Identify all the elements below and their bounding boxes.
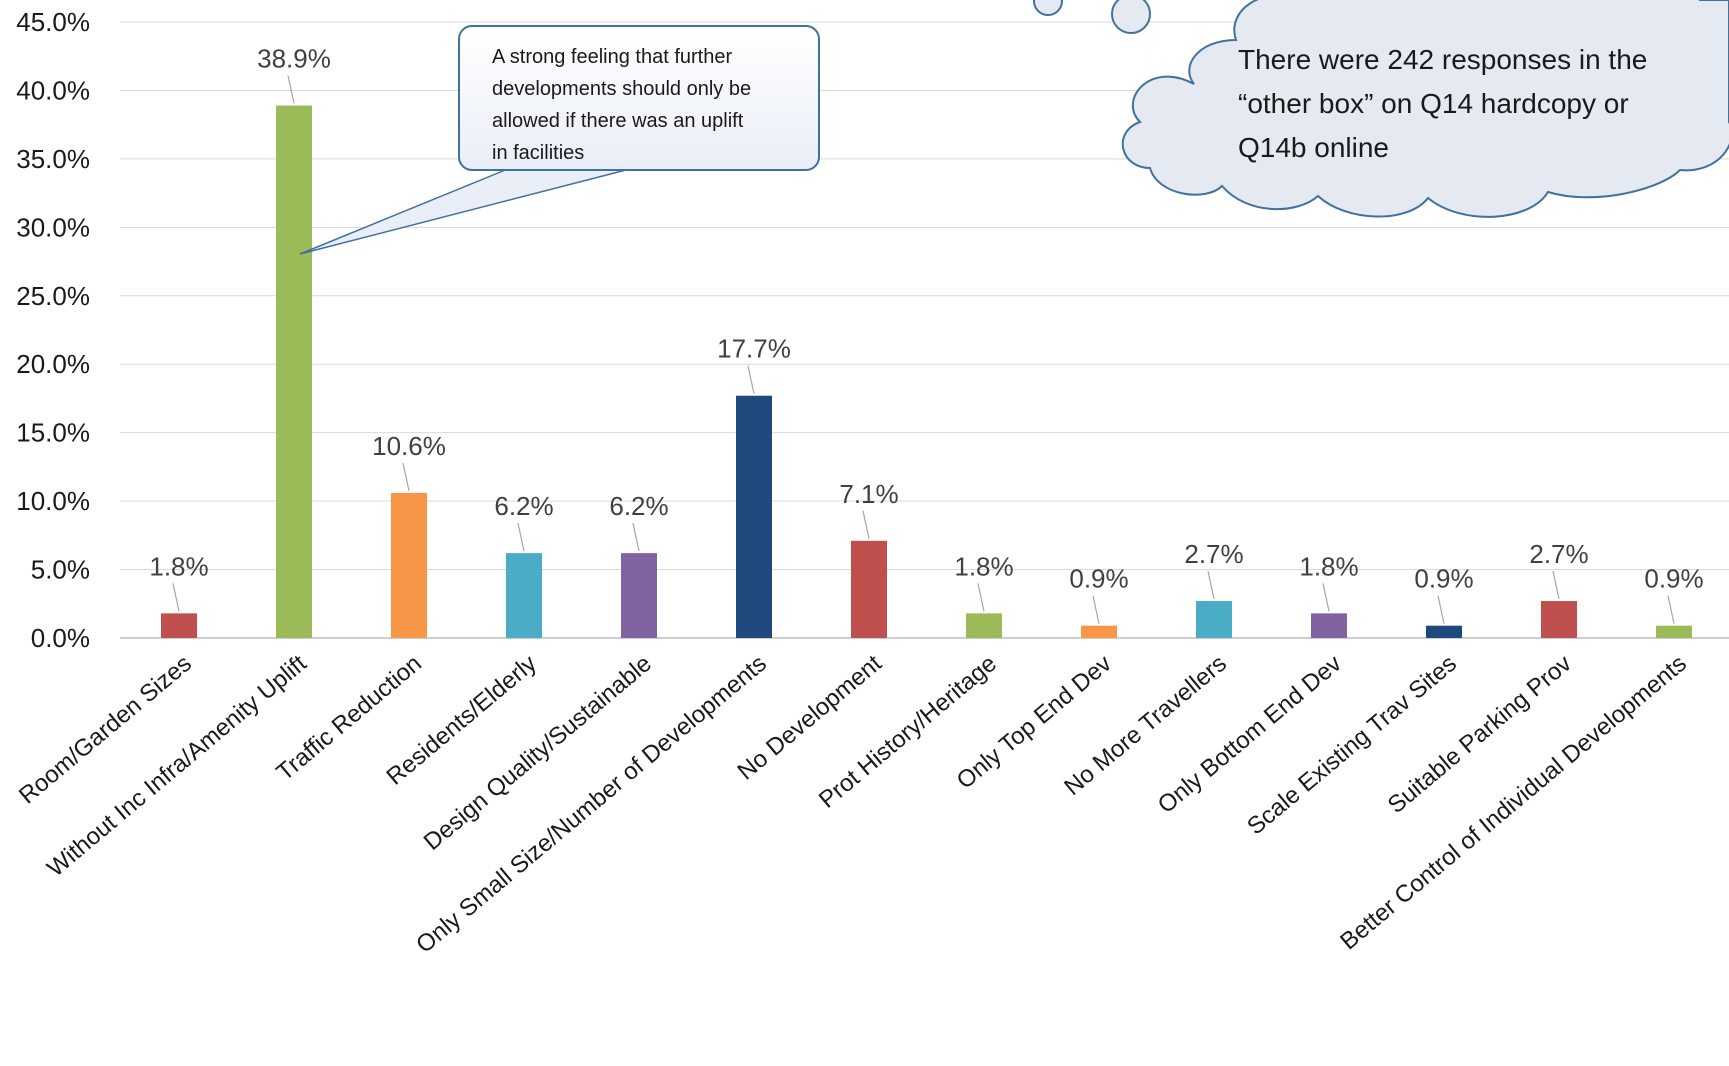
y-tick-label: 30.0% <box>16 212 90 242</box>
bar <box>736 395 772 638</box>
leader-line <box>977 583 985 612</box>
data-label: 10.6% <box>372 431 446 461</box>
data-label: 0.9% <box>1644 564 1703 594</box>
bar <box>1656 625 1692 638</box>
leader-line <box>1092 595 1100 624</box>
cloud-shape <box>1121 0 1729 218</box>
bar <box>1541 601 1577 638</box>
data-label: 38.9% <box>257 44 331 74</box>
cloud-line-3: Q14b online <box>1238 132 1390 163</box>
x-category-label: Only Bottom End Dev <box>1153 650 1347 819</box>
leader-line <box>1667 595 1675 624</box>
cloud-line-2: “other box” on Q14 hardcopy or <box>1238 88 1629 119</box>
callout-line-1: A strong feeling that further <box>492 46 733 68</box>
callout-line-3: allowed if there was an uplift <box>492 110 744 132</box>
y-tick-label: 5.0% <box>31 555 90 585</box>
x-category-label: Design Quality/Sustainable <box>419 650 657 856</box>
leader-line <box>517 523 525 552</box>
bar <box>1426 625 1462 638</box>
bar <box>161 613 197 638</box>
x-category-label: Scale Existing Trav Sites <box>1242 650 1462 840</box>
thought-cloud-callout <box>1033 0 1729 218</box>
thought-bubble-medium <box>1111 0 1151 34</box>
data-label: 1.8% <box>149 551 208 581</box>
leader-line <box>632 523 640 552</box>
callout-line-4: in facilities <box>492 142 585 164</box>
data-label: 0.9% <box>1414 564 1473 594</box>
leader-line <box>862 510 870 539</box>
bar <box>276 105 312 639</box>
x-category-label: Suitable Parking Prov <box>1383 650 1577 819</box>
bar <box>506 553 542 638</box>
data-label: 6.2% <box>609 491 668 521</box>
y-tick-label: 45.0% <box>16 7 90 37</box>
data-labels: 1.8% 38.9% 10.6% 6.2% 6.2% 17.7% 7.1% 1.8% 0.9% 2… <box>149 44 1703 594</box>
leader-line <box>172 583 180 612</box>
bar <box>851 540 887 638</box>
data-label: 2.7% <box>1529 539 1588 569</box>
data-label: 6.2% <box>494 491 553 521</box>
y-tick-label: 35.0% <box>16 144 90 174</box>
leader-line <box>1322 583 1330 612</box>
bars <box>161 105 1692 639</box>
leader-line <box>1552 570 1560 600</box>
leader-line <box>747 365 755 394</box>
leader-line <box>402 462 410 492</box>
data-label: 1.8% <box>954 551 1013 581</box>
bar <box>966 613 1002 638</box>
bar <box>1196 601 1232 638</box>
data-label: 7.1% <box>839 479 898 509</box>
y-tick-label: 40.0% <box>16 75 90 105</box>
data-label: 17.7% <box>717 334 791 364</box>
leader-line <box>1207 570 1215 600</box>
y-tick-label: 15.0% <box>16 418 90 448</box>
data-label: 2.7% <box>1184 539 1243 569</box>
bar <box>1081 625 1117 638</box>
cloud-line-1: There were 242 responses in the <box>1238 44 1648 75</box>
y-tick-label: 20.0% <box>16 349 90 379</box>
callout-line-2: developments should only be <box>492 78 752 100</box>
y-tick-label: 0.0% <box>31 623 90 653</box>
data-label: 1.8% <box>1299 551 1358 581</box>
leader-line <box>1437 595 1445 624</box>
y-tick-label: 10.0% <box>16 486 90 516</box>
y-tick-label: 25.0% <box>16 281 90 311</box>
callout-pointer <box>299 163 628 255</box>
thought-bubble-small <box>1033 0 1063 16</box>
data-label: 0.9% <box>1069 564 1128 594</box>
bar <box>1311 613 1347 638</box>
data-label-leader-lines <box>172 75 1675 624</box>
bar <box>621 553 657 638</box>
cloud-text: There were 242 responses in the “other b… <box>1238 38 1729 170</box>
y-axis-tick-labels: 0.0% 5.0% 10.0% 15.0% 20.0% 25.0% 30.0% 35.0% 40… <box>16 7 90 653</box>
bar <box>391 492 427 638</box>
leader-line <box>287 75 295 104</box>
callout-box: A strong feeling that further developmen… <box>458 25 820 171</box>
